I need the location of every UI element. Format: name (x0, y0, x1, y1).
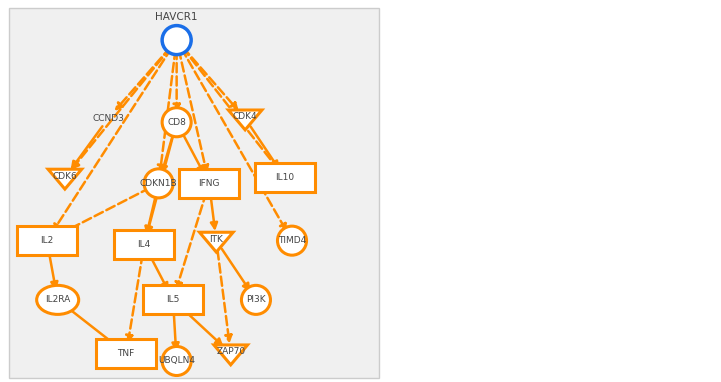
Text: CCND3: CCND3 (92, 114, 124, 123)
Ellipse shape (144, 169, 173, 198)
Bar (96, 339, 156, 368)
Text: CDKN1B: CDKN1B (140, 179, 177, 188)
Text: IL4: IL4 (138, 240, 151, 249)
Bar (17, 226, 77, 255)
Text: ITK: ITK (209, 235, 224, 244)
Text: CDK4: CDK4 (233, 112, 257, 121)
Text: HAVCR1: HAVCR1 (156, 12, 198, 22)
Bar (179, 169, 239, 198)
Polygon shape (214, 345, 247, 365)
Text: PI3K: PI3K (246, 295, 266, 304)
Text: ZAP70: ZAP70 (216, 347, 245, 356)
Polygon shape (200, 232, 233, 252)
Bar (255, 163, 315, 192)
Text: IFNG: IFNG (198, 179, 220, 188)
Text: IL2: IL2 (40, 236, 53, 245)
Text: TIMD4: TIMD4 (278, 236, 306, 245)
Text: CDK6: CDK6 (53, 172, 77, 181)
Ellipse shape (162, 26, 191, 55)
Bar (143, 285, 203, 314)
Polygon shape (48, 169, 81, 189)
Polygon shape (229, 110, 262, 130)
Ellipse shape (278, 226, 306, 255)
Bar (114, 230, 174, 259)
Ellipse shape (162, 108, 191, 137)
Ellipse shape (37, 285, 79, 314)
Text: IL2RA: IL2RA (45, 295, 71, 304)
FancyBboxPatch shape (9, 8, 379, 378)
Text: UBQLN4: UBQLN4 (158, 356, 195, 366)
Text: IL5: IL5 (167, 295, 180, 304)
Text: CD8: CD8 (167, 118, 186, 127)
Text: IL10: IL10 (275, 173, 294, 182)
Ellipse shape (242, 285, 270, 314)
Ellipse shape (162, 346, 191, 376)
Text: TNF: TNF (118, 349, 135, 358)
